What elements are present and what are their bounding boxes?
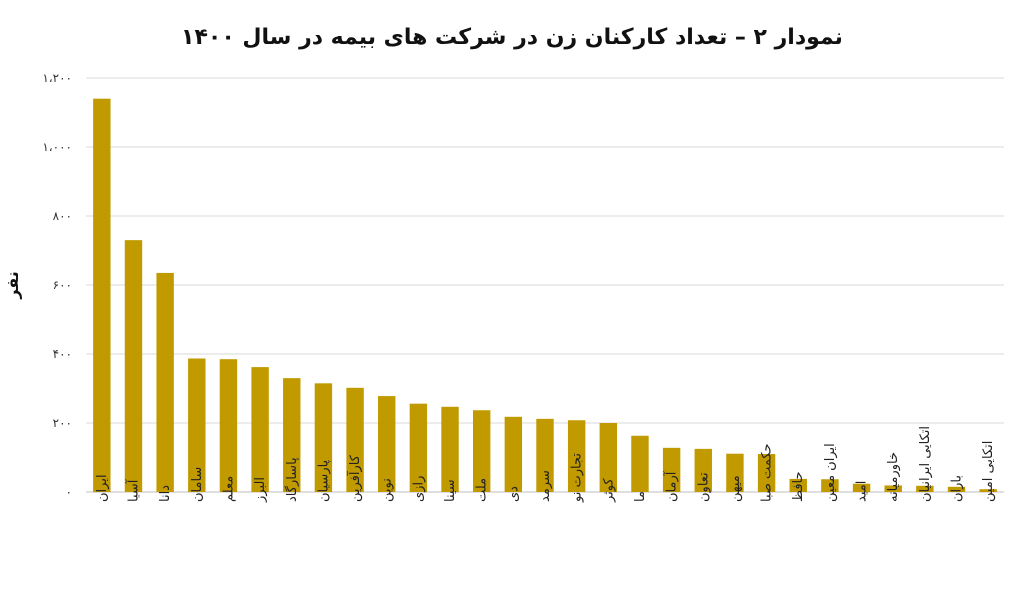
bar	[789, 478, 807, 492]
bar	[314, 383, 333, 492]
x-tick-label: آرمان	[663, 470, 680, 502]
chart-title: نمودار ۲ – تعداد کارکنان زن در شرکت های …	[181, 25, 843, 50]
x-tick-label: ما	[633, 491, 648, 502]
bar	[821, 479, 839, 492]
x-tick-label: اتکایی امین	[981, 441, 996, 502]
x-tick-label: امید	[855, 481, 870, 502]
bar	[852, 483, 871, 492]
x-tick-label: نوین	[380, 478, 395, 502]
y-axis-label: نفر	[3, 271, 22, 299]
bar	[947, 486, 966, 492]
x-tick-label: اتکایی ایرانیان	[918, 426, 933, 502]
bar	[472, 410, 491, 492]
x-tick-label: سینا	[443, 479, 458, 502]
x-tick-label: ایران	[95, 474, 110, 502]
bar	[378, 396, 396, 492]
x-tick-label: تعاون	[696, 472, 711, 502]
x-tick-label: آسیا	[124, 478, 141, 502]
bar	[662, 447, 681, 492]
bar	[757, 454, 776, 492]
bar	[283, 378, 301, 492]
x-tick-label: ملت	[475, 478, 490, 502]
bar	[504, 416, 523, 492]
bar	[884, 485, 902, 492]
bar	[124, 240, 143, 492]
bar	[409, 403, 428, 492]
bar	[346, 387, 364, 492]
bar	[219, 359, 238, 492]
gridlines	[86, 77, 1004, 493]
x-tick-label: تجارت نو	[570, 453, 585, 503]
y-tick-label: ۲۰۰	[53, 416, 72, 430]
x-tick-label: رازی	[411, 476, 426, 502]
x-tick-label: حکمت صبا	[760, 443, 775, 502]
y-tick-label: ۱،۰۰۰	[42, 140, 72, 154]
bar	[631, 435, 649, 492]
x-tick-label: کوثر	[601, 477, 616, 503]
bar	[694, 448, 712, 492]
bar	[251, 367, 269, 492]
x-tick-label: البرز	[253, 477, 268, 503]
y-tick-label: ۶۰۰	[53, 278, 72, 292]
bar	[156, 272, 174, 492]
bar	[726, 453, 744, 492]
x-tick-label: سامان	[190, 467, 205, 502]
bar	[916, 485, 934, 492]
bar	[979, 489, 997, 492]
y-tick-label: ۴۰۰	[53, 347, 72, 361]
bar	[567, 420, 586, 492]
bar	[188, 358, 206, 492]
y-tick-label: ۱،۲۰۰	[42, 71, 72, 85]
x-tick-label: معلم	[221, 476, 236, 502]
bars	[93, 98, 997, 492]
x-tick-label: پارسیان	[316, 459, 331, 502]
x-tick-label: باران	[950, 475, 965, 502]
bar	[441, 406, 459, 492]
bar	[536, 418, 554, 492]
y-tick-label: ۰	[66, 485, 72, 499]
x-tick-label: خاورمیانه	[886, 452, 901, 502]
x-tick-label: میهن	[728, 475, 743, 502]
x-tick-label: دی	[506, 486, 521, 502]
bar	[93, 98, 111, 492]
x-tick-label: سرمد	[538, 470, 553, 502]
x-axis-ticks: ایران آسیا دانا سامان معلم البرز پاسارگاد پارسی…	[95, 426, 996, 503]
x-tick-label: پاسارگاد	[284, 457, 300, 502]
x-tick-label: حافظ	[791, 471, 806, 502]
x-tick-label: دانا	[158, 485, 173, 502]
bar	[599, 423, 618, 492]
x-tick-label: کارآفرین	[346, 454, 363, 502]
y-tick-label: ۸۰۰	[53, 209, 72, 223]
y-axis-ticks: ۰ ۲۰۰ ۴۰۰ ۶۰۰ ۸۰۰ ۱،۰۰۰ ۱،۲۰۰	[42, 71, 72, 499]
x-tick-label: ایران معین	[823, 443, 838, 502]
